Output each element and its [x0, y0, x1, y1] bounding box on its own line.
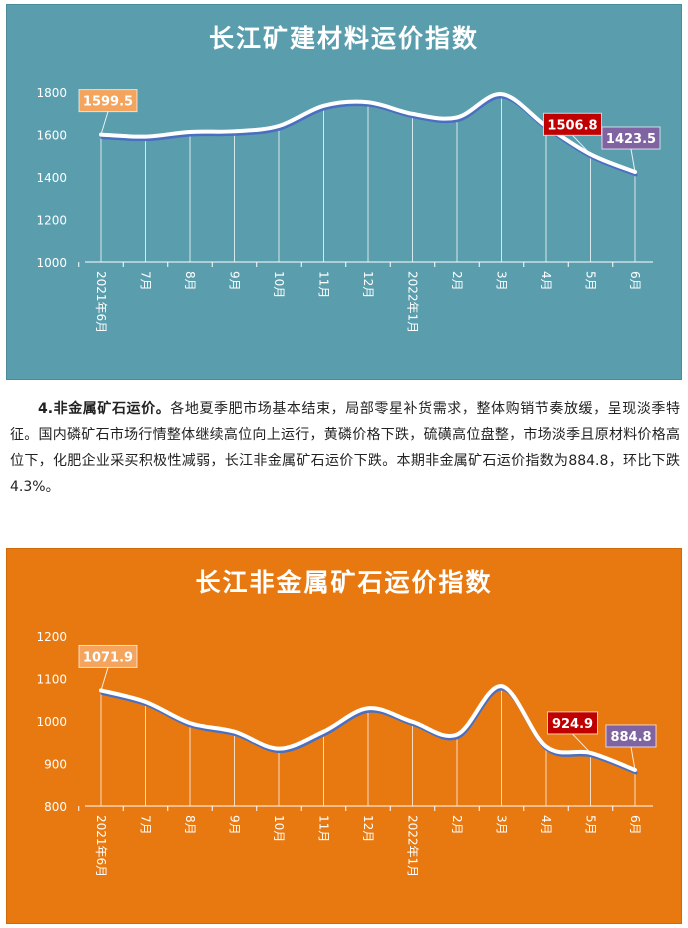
data-point — [144, 135, 147, 139]
data-label-leader — [630, 746, 636, 771]
data-point — [455, 733, 459, 737]
data-label-box — [78, 89, 138, 113]
x-tick-label: 10月 — [272, 271, 286, 298]
x-tick-label: 5月 — [584, 271, 598, 291]
data-label-box — [78, 644, 138, 668]
x-tick-label: 9月 — [228, 271, 242, 291]
data-point — [455, 116, 459, 119]
data-point — [322, 730, 325, 734]
x-tick-label: 11月 — [317, 271, 331, 298]
x-tick-label: 2月 — [450, 815, 464, 835]
y-tick-label: 1200 — [36, 630, 67, 644]
x-tick-label: 4月 — [539, 271, 553, 291]
y-tick-label: 900 — [44, 758, 67, 772]
data-label: 1599.5 — [83, 95, 133, 110]
y-tick-label: 1000 — [36, 256, 67, 270]
x-tick-label: 12月 — [361, 271, 375, 298]
body-paragraph: 4.非金属矿石运价。各地夏季肥市场基本结束，局部零星补货需求，整体购销节奏放缓，… — [10, 396, 680, 500]
y-tick-label: 1800 — [36, 86, 67, 100]
x-tick-label: 9月 — [228, 815, 242, 835]
x-tick-label: 12月 — [361, 815, 375, 842]
data-point — [188, 721, 192, 725]
x-tick-label: 6月 — [628, 271, 642, 291]
data-point — [411, 112, 414, 116]
data-label-box — [547, 711, 598, 735]
chart-title: 长江矿建材料运价指数 — [208, 24, 479, 53]
y-tick-label: 1200 — [36, 214, 67, 228]
data-point — [366, 706, 370, 710]
data-point — [544, 745, 548, 748]
x-tick-label: 8月 — [183, 271, 197, 291]
chart-panel-aggregate: 长江矿建材料运价指数 1000 1200 1400 1600 1800 2021年6月 7月… — [6, 4, 682, 380]
y-tick-label: 1400 — [36, 171, 67, 185]
x-tick-label: 3月 — [495, 815, 509, 835]
data-label: 1506.8 — [547, 118, 597, 133]
data-point — [322, 104, 325, 108]
data-point — [233, 730, 236, 734]
x-tick-label: 3月 — [495, 271, 509, 291]
chart-title: 长江非金属矿石运价指数 — [195, 568, 493, 597]
x-tick-label: 6月 — [628, 815, 642, 835]
data-point — [144, 700, 147, 704]
data-point — [366, 100, 370, 104]
chart-panel-nonmetal: 长江非金属矿石运价指数 800 900 1000 1100 1200 2021年6月 7月 8… — [6, 548, 682, 924]
data-label: 1071.9 — [83, 650, 133, 665]
x-tick-label: 8月 — [183, 815, 197, 835]
x-tick-label: 11月 — [317, 815, 331, 842]
x-tick-label: 7月 — [139, 815, 153, 835]
x-tick-label: 5月 — [584, 815, 598, 835]
data-label: 884.8 — [610, 730, 651, 745]
data-label-leader — [100, 111, 109, 135]
x-tick-label: 10月 — [272, 815, 286, 842]
paragraph-text: 各地夏季肥市场基本结束，局部零星补货需求，整体购销节奏放缓，呈现淡季特征。国内磷… — [10, 401, 680, 495]
data-point — [500, 684, 503, 688]
series-line-shadow — [100, 95, 638, 177]
data-label-leader — [572, 733, 591, 754]
line-chart-aggregate: 1000 1200 1400 1600 1800 2021年6月 7月 8月 9月 10月 11月 1… — [36, 86, 661, 333]
data-point — [277, 747, 281, 751]
data-point — [188, 130, 192, 134]
paragraph-heading: 4.非金属矿石运价。 — [38, 401, 171, 417]
data-label-box — [543, 112, 602, 136]
data-label-leader — [572, 134, 591, 155]
x-tick-label: 2022年1月 — [406, 815, 420, 877]
data-point — [500, 92, 503, 96]
line-chart-nonmetal: 800 900 1000 1100 1200 2021年6月 7月 8月 9月 10月 11月 12月… — [36, 630, 657, 877]
data-point — [633, 768, 637, 772]
y-tick-label: 1100 — [36, 673, 67, 687]
data-label-box — [605, 724, 657, 748]
data-label-leader — [630, 148, 636, 173]
x-tick-label: 2022年1月 — [406, 271, 420, 333]
x-tick-label: 4月 — [539, 815, 553, 835]
data-point — [411, 720, 414, 724]
y-tick-label: 1600 — [36, 129, 67, 143]
y-tick-label: 1000 — [36, 715, 67, 729]
x-tick-label: 7月 — [139, 271, 153, 291]
x-tick-label: 2021年6月 — [94, 815, 108, 877]
x-tick-label: 2月 — [450, 271, 464, 291]
data-label-box — [601, 126, 661, 150]
data-label-leader — [100, 667, 109, 691]
data-point — [233, 129, 236, 133]
y-tick-label: 800 — [44, 800, 67, 814]
data-label: 924.9 — [552, 717, 593, 732]
data-label: 1423.5 — [606, 132, 656, 147]
x-tick-label: 2021年6月 — [94, 271, 108, 333]
data-point — [277, 124, 281, 128]
